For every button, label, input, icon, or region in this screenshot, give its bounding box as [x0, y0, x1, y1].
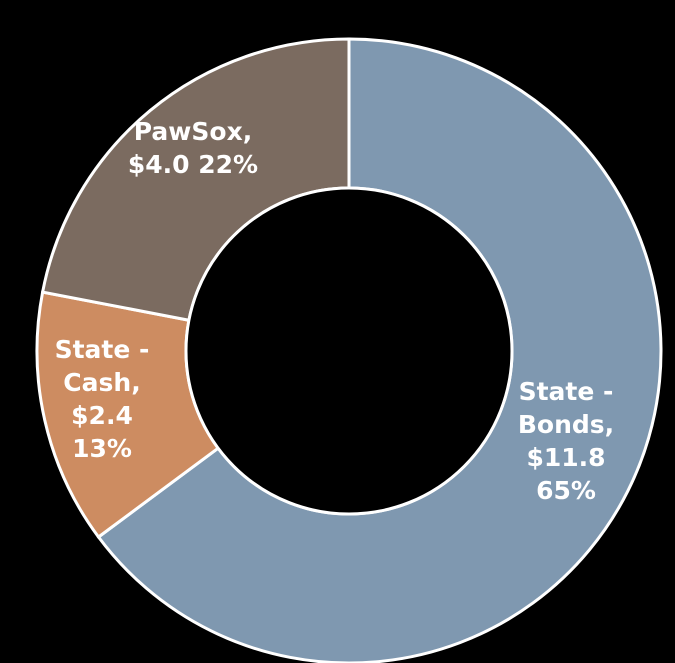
slice-label-line: Bonds, [518, 410, 614, 439]
slice-label-line: $2.4 [71, 401, 133, 430]
slice-label-bonds: State - Bonds, $11.8 65% [518, 377, 614, 505]
slice-label-pawsox: PawSox, $4.0 22% [128, 117, 258, 179]
labels-group: State - Bonds, $11.8 65% State - Cash, $2.4 13%… [55, 117, 615, 505]
slice-label-line: 13% [72, 434, 132, 463]
slices-group [35, 37, 663, 663]
donut-hole [184, 186, 514, 516]
slice-label-cash: State - Cash, $2.4 13% [55, 335, 150, 463]
slice-label-line: 65% [536, 476, 596, 505]
slice-label-line: $4.0 22% [128, 150, 258, 179]
slice-label-line: PawSox, [134, 117, 252, 146]
slice-label-line: Cash, [63, 368, 140, 397]
slice-label-line: State - [519, 377, 614, 406]
slice-label-line: State - [55, 335, 150, 364]
slice-label-line: $11.8 [526, 443, 605, 472]
